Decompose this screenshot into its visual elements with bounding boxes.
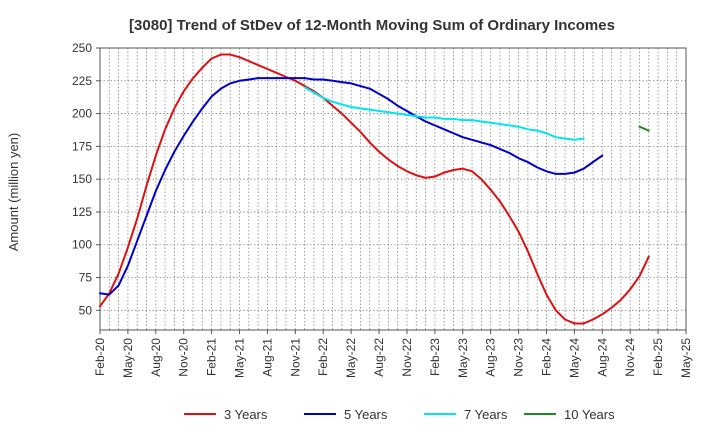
legend-label-7-years: 7 Years [464,407,508,422]
series-line-3-years [99,53,650,325]
legend: 3 Years 5 Years 7 Years 10 Years [184,407,615,422]
chart-title: [3080] Trend of StDev of 12-Month Moving… [129,17,615,34]
x-tick-label: Nov-20 [177,338,191,377]
x-tick-label: May-25 [679,338,693,378]
series-line-7-years [303,86,585,141]
x-tick-label: May-23 [456,338,470,378]
x-tick-label: Aug-20 [149,338,163,377]
x-tick-label: Nov-24 [623,338,637,377]
x-tick-label: Nov-23 [512,338,526,377]
y-tick-label: 50 [79,303,93,317]
x-tick-label: May-22 [344,338,358,378]
x-tick-label: Nov-21 [288,338,302,377]
x-tick-label: Feb-23 [428,338,442,376]
x-tick-label: Aug-24 [595,338,609,377]
series-layer [99,53,650,325]
x-tick-label: Aug-21 [260,338,274,377]
legend-label-10-years: 10 Years [564,407,615,422]
x-tick-labels: Feb-20 May-20 Aug-20 Nov-20 Feb-21 May-21 Aug-… [93,330,693,378]
x-tick-label: Aug-22 [372,338,386,377]
x-tick-label: May-24 [567,338,581,378]
x-tick-label: Feb-24 [539,338,553,376]
y-tick-label: 125 [72,205,92,219]
x-tick-label: Aug-23 [484,338,498,377]
legend-label-3-years: 3 Years [224,407,268,422]
x-tick-label: Feb-20 [93,338,107,376]
y-tick-label: 100 [72,238,92,252]
x-tick-label: May-20 [121,338,135,378]
x-tick-label: Feb-25 [651,338,665,376]
x-tick-label: Feb-22 [316,338,330,376]
y-tick-label: 225 [72,74,92,88]
series-line-5-years [99,77,604,296]
y-tick-labels: 50 75 100 125 150 175 200 225 250 [72,41,100,317]
series-line-10-years [638,125,650,132]
x-tick-label: Feb-21 [205,338,219,376]
grid-layer [100,48,686,330]
y-tick-label: 175 [72,139,92,153]
y-axis-title: Amount (million yen) [6,133,21,252]
y-tick-label: 75 [79,271,93,285]
legend-label-5-years: 5 Years [344,407,388,422]
x-tick-label: May-21 [233,338,247,378]
plot-area-border [99,47,687,331]
y-tick-label: 150 [72,172,92,186]
x-tick-label: Nov-22 [400,338,414,377]
y-tick-label: 250 [72,41,92,55]
y-tick-label: 200 [72,107,92,121]
